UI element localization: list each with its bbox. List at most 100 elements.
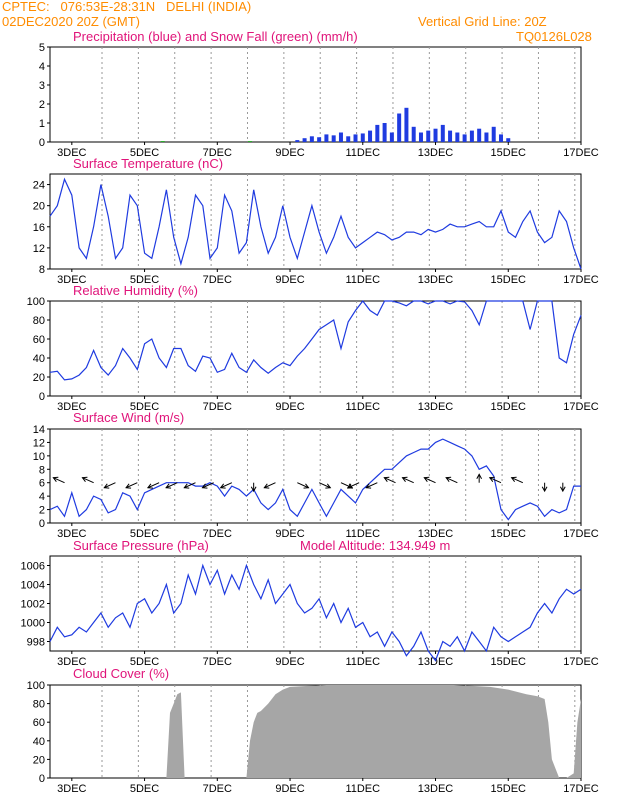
x-tick-label: 3DEC [57, 528, 86, 540]
precip-bar [160, 141, 165, 142]
x-tick-label: 5DEC [130, 401, 159, 413]
wind-arrow-head [219, 483, 226, 489]
x-tick-label: 9DEC [275, 783, 304, 795]
wind-arrow-head [250, 486, 257, 493]
wind-arrow-head [183, 483, 190, 489]
x-tick-label: 17DEC [563, 147, 599, 159]
wind-arrow [53, 477, 65, 484]
x-tick-label: 15DEC [491, 401, 527, 413]
header-code: TQ0126L028 [516, 29, 592, 44]
x-tick-label: 3DEC [57, 401, 86, 413]
y-tick-label: 80 [33, 315, 45, 327]
x-tick-label: 15DEC [491, 656, 527, 668]
x-tick-label: 7DEC [203, 274, 232, 286]
precip-bar [426, 130, 431, 142]
wind-arrow [402, 477, 414, 484]
precip-bar [418, 132, 423, 142]
x-tick-label: 3DEC [57, 147, 86, 159]
y-tick-label: 0 [39, 773, 45, 785]
wind-arrow-head [81, 476, 88, 482]
y-tick-label: 4 [39, 491, 45, 503]
y-tick-label: 1 [39, 118, 45, 130]
wind-arrow [165, 482, 178, 489]
wind-arrow [184, 482, 196, 489]
wind-arrow [511, 477, 524, 484]
precip-bar [248, 141, 253, 142]
precip-bar [360, 133, 365, 142]
panel-1: Precipitation (blue) and Snow Fall (gree… [39, 29, 599, 159]
x-tick-label: 5DEC [130, 274, 159, 286]
panel-title: Relative Humidity (%) [73, 283, 198, 298]
x-tick-label: 17DEC [563, 656, 599, 668]
wind-arrow [264, 482, 276, 489]
wind-arrow [220, 482, 233, 489]
wind-arrow-head [346, 483, 353, 489]
y-tick-label: 2 [39, 505, 45, 517]
x-tick-label: 5DEC [130, 147, 159, 159]
wind-arrow-head [541, 486, 548, 493]
y-tick-label: 14 [33, 424, 45, 436]
y-tick-label: 40 [33, 736, 45, 748]
wind-arrow-head [146, 483, 153, 489]
x-tick-label: 13DEC [418, 783, 454, 795]
panel-title: Surface Wind (m/s) [73, 410, 184, 425]
y-tick-label: 20 [33, 372, 45, 384]
y-tick-label: 5 [39, 42, 45, 54]
wind-arrow-head [401, 476, 408, 482]
x-tick-label: 13DEC [418, 147, 454, 159]
panel-annotation: Model Altitude: 134.949 m [300, 538, 450, 553]
x-tick-label: 13DEC [418, 656, 454, 668]
precip-bar [498, 134, 503, 142]
precip-bar [338, 132, 343, 142]
y-tick-label: 60 [33, 334, 45, 346]
x-tick-label: 7DEC [203, 528, 232, 540]
x-tick-label: 3DEC [57, 783, 86, 795]
wind-arrow [147, 482, 160, 489]
precip-bar [295, 140, 300, 142]
panel-frame [49, 428, 582, 524]
y-tick-label: 24 [33, 180, 45, 192]
wind-arrow [347, 482, 360, 489]
y-tick-label: 16 [33, 222, 45, 234]
precip-bar [491, 126, 496, 142]
y-tick-label: 80 [33, 699, 45, 711]
panel-title: Surface Pressure (hPa) [73, 538, 209, 553]
panel-frame [49, 173, 582, 270]
x-tick-label: 11DEC [345, 147, 380, 159]
precip-bar [404, 107, 409, 142]
y-tick-label: 100 [27, 680, 45, 692]
wind-arrow-head [165, 483, 172, 489]
precip-bar [346, 136, 351, 142]
x-tick-label: 7DEC [203, 147, 232, 159]
panel-title: Cloud Cover (%) [73, 666, 169, 681]
y-tick-label: 0 [39, 391, 45, 403]
precip-bar [484, 132, 489, 142]
x-tick-label: 11DEC [345, 528, 380, 540]
x-tick-label: 9DEC [275, 528, 304, 540]
y-tick-label: 6 [39, 478, 45, 490]
precip-bar [353, 134, 358, 142]
panel-frame [49, 300, 582, 397]
wind-arrow [384, 477, 396, 484]
y-tick-label: 40 [33, 353, 45, 365]
x-tick-label: 9DEC [275, 401, 304, 413]
x-tick-label: 15DEC [491, 528, 527, 540]
y-tick-label: 0 [39, 137, 45, 149]
x-tick-label: 7DEC [203, 656, 232, 668]
precip-bar [375, 124, 380, 142]
x-tick-label: 17DEC [563, 401, 599, 413]
x-tick-label: 5DEC [130, 656, 159, 668]
panel-6: Cloud Cover (%) 0 20 40 60 80 100 3DEC 5DEC 7DEC 9… [27, 666, 599, 795]
precip-bar [462, 134, 467, 142]
wind-arrow [424, 477, 436, 484]
precip-bar [302, 138, 307, 142]
wind-arrow-head [325, 483, 332, 489]
wind-arrow-head [383, 476, 390, 482]
y-tick-label: 4 [39, 61, 45, 73]
precip-bar [309, 136, 314, 142]
panel-3: Relative Humidity (%) 0 20 40 60 80 100 3DEC 5DE… [27, 283, 599, 413]
wind-arrow-head [303, 483, 310, 489]
x-tick-label: 9DEC [275, 147, 304, 159]
